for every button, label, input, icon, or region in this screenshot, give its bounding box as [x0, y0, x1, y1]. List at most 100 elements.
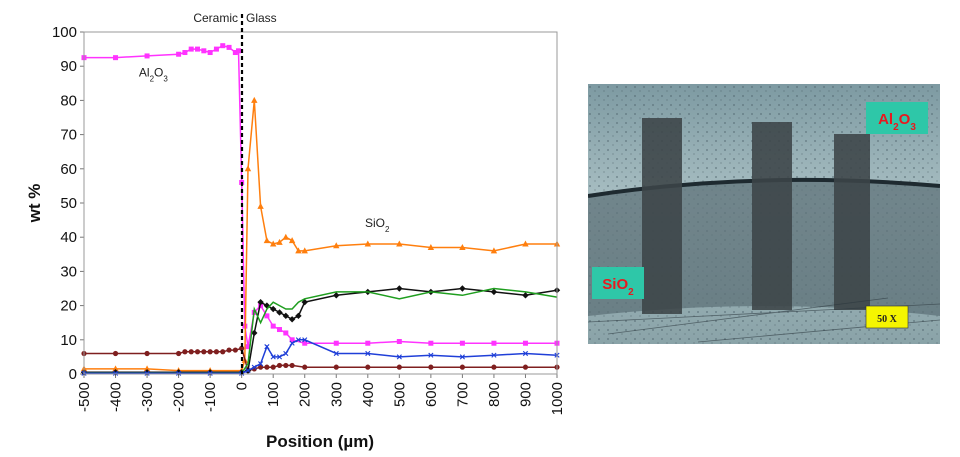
data-point: [143, 365, 151, 372]
y-tick-label: 10: [60, 332, 77, 349]
annotation-sub2: 3: [163, 74, 168, 83]
data-point: [333, 292, 340, 299]
al2o3-label-sub1: 2: [893, 122, 899, 133]
annotation-sub1: 2: [385, 224, 390, 233]
data-point: [276, 309, 283, 316]
data-point: [201, 349, 207, 355]
data-point: [207, 349, 213, 355]
data-point: [112, 365, 119, 372]
data-point: [182, 50, 188, 56]
x-tick-label: 0: [234, 382, 251, 390]
plot-area-frame: [83, 31, 558, 375]
annotation-label: Al2O3: [139, 65, 168, 83]
data-point: [490, 247, 498, 254]
al2o3-label-box: [866, 102, 928, 134]
x-tick-label: 400: [360, 382, 377, 407]
data-point: [264, 313, 270, 319]
al2o3-label-text: Al2O3: [878, 111, 916, 133]
data-point: [207, 50, 213, 56]
data-point: [396, 285, 403, 292]
data-point: [245, 344, 251, 350]
series-4: [84, 287, 558, 374]
data-point: [365, 340, 371, 346]
data-point: [428, 352, 434, 358]
data-point: [522, 350, 529, 357]
data-point: [257, 202, 264, 209]
data-point: [270, 354, 276, 360]
data-point: [264, 364, 270, 370]
data-point: [289, 340, 295, 346]
x-tick-label: 800: [486, 382, 503, 407]
series-line: [84, 100, 557, 372]
data-point: [522, 292, 529, 299]
data-point: [459, 340, 465, 346]
annotations: Al2O3 SiO2: [139, 65, 390, 233]
y-tick-label: 30: [60, 263, 77, 280]
data-point: [301, 298, 308, 306]
data-point: [276, 354, 283, 360]
data-point: [459, 354, 465, 360]
series-line: [84, 287, 558, 374]
data-point: [176, 350, 182, 357]
data-point: [333, 350, 339, 357]
data-point: [428, 364, 434, 370]
data-point: [220, 349, 226, 355]
sio2-label: SiO2: [592, 267, 644, 299]
y-tick-label: 0: [69, 366, 77, 383]
data-point: [282, 233, 290, 240]
data-point: [270, 364, 276, 370]
sio2-label-sub1: 2: [628, 287, 634, 298]
data-point: [257, 364, 264, 370]
data-point: [491, 364, 497, 370]
sio2-label-text: SiO2: [602, 276, 634, 298]
data-point: [144, 350, 150, 357]
data-point: [263, 237, 271, 244]
y-axis-title: wt %: [25, 184, 44, 224]
x-tick-label: 900: [517, 382, 534, 407]
y-axis-ticks: 0 10 20 30 40 50 60 70 80 90 100: [52, 24, 84, 383]
data-point: [213, 46, 219, 52]
data-point: [257, 361, 264, 367]
data-point: [226, 347, 232, 353]
al2o3-label: Al2O3: [866, 102, 928, 134]
series-line: [84, 287, 558, 374]
micrograph-image: Al2O3 SiO2 50 X: [588, 84, 940, 344]
annotation-base: SiO: [365, 216, 385, 230]
data-point: [396, 339, 402, 345]
data-point: [188, 349, 194, 355]
y-tick-label: 80: [60, 92, 77, 109]
data-point: [144, 370, 150, 376]
data-point: [270, 305, 277, 313]
data-point: [295, 247, 302, 254]
series-line: [84, 347, 557, 372]
data-point: [182, 349, 188, 355]
data-point: [251, 96, 258, 103]
data-point: [396, 240, 403, 247]
x-tick-label: -200: [171, 382, 188, 412]
data-point: [364, 240, 371, 247]
x-tick-label: 600: [423, 382, 440, 407]
data-point: [112, 370, 119, 376]
interface-label-left: Ceramic: [193, 11, 238, 25]
annotation-mid: O: [154, 65, 163, 79]
data-point: [207, 370, 213, 376]
indent-stripe-1: [642, 118, 682, 314]
data-point: [459, 243, 466, 250]
y-tick-label: 90: [60, 58, 77, 75]
data-point: [302, 364, 308, 370]
data-point: [333, 242, 340, 249]
x-tick-label: 500: [391, 382, 408, 407]
series-2: [81, 345, 560, 374]
data-point: [396, 364, 402, 370]
magnification-badge: 50 X: [865, 305, 909, 329]
data-point: [276, 238, 283, 245]
data-point: [112, 350, 119, 357]
data-point: [176, 51, 182, 57]
data-point: [365, 364, 371, 370]
data-point: [490, 288, 498, 296]
data-point: [522, 364, 529, 370]
data-point: [236, 48, 242, 54]
data-point: [270, 323, 276, 329]
magnification-badge-box: [865, 305, 909, 329]
